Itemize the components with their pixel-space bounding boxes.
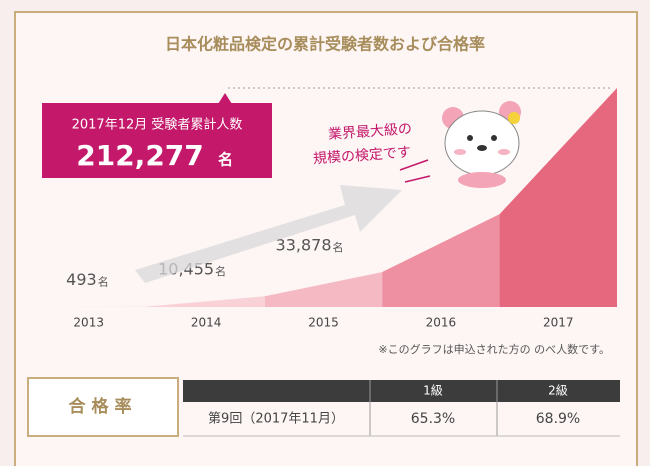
callout-notch — [218, 93, 232, 104]
callout-value: 212,277 — [76, 139, 204, 172]
x-tick-label: 2013 — [73, 316, 104, 330]
pass-rate-label: 合格率 — [69, 396, 138, 417]
table-cell: 第9回（2017年11月） — [208, 412, 344, 427]
speech-tick — [399, 159, 429, 171]
x-tick-label: 2015 — [308, 316, 339, 330]
area-segment — [147, 296, 265, 307]
x-tick-label: 2017 — [543, 316, 574, 330]
mascot — [442, 101, 521, 188]
area-segment — [264, 272, 383, 307]
chart-note: ※このグラフは申込された方の のべ人数です。 — [378, 342, 610, 356]
speech-line: 業界最大級の — [328, 121, 413, 143]
mascot-cheek — [498, 149, 510, 155]
mascot-nose — [477, 145, 487, 151]
callout-unit: 名 — [218, 151, 233, 169]
pass-rate-label-box — [27, 377, 179, 437]
growth-arrow — [135, 185, 402, 283]
x-tick-label: 2016 — [426, 316, 457, 330]
area-segment — [382, 214, 500, 307]
value-unit: 名 — [98, 274, 109, 288]
table-cell: 65.3% — [411, 411, 455, 427]
area-segment — [499, 88, 617, 307]
callout-box — [42, 103, 272, 178]
mascot-cheek — [454, 149, 466, 155]
table-header — [183, 380, 620, 402]
value-label: 33,878 — [276, 236, 332, 255]
x-tick-label: 2014 — [191, 316, 222, 330]
table-cell: 68.9% — [536, 411, 580, 427]
area-segment — [30, 306, 148, 307]
table-header-cell: 2級 — [548, 384, 568, 398]
table-header-cell: 1級 — [423, 384, 443, 398]
mascot-face — [444, 110, 520, 176]
value-unit: 名 — [215, 264, 226, 278]
value-unit: 名 — [333, 240, 344, 254]
speech-tick — [404, 175, 431, 183]
mascot-eye — [491, 135, 497, 141]
mascot-body — [458, 172, 506, 188]
speech-line: 規模の検定です — [313, 145, 412, 168]
callout-title: 2017年12月 受験者累計人数 — [72, 117, 243, 133]
mascot-bow — [508, 112, 520, 124]
mascot-eye — [467, 135, 473, 141]
chart-title: 日本化粧品検定の累計受験者数および合格率 — [165, 35, 485, 54]
value-label: 493 — [66, 270, 97, 289]
